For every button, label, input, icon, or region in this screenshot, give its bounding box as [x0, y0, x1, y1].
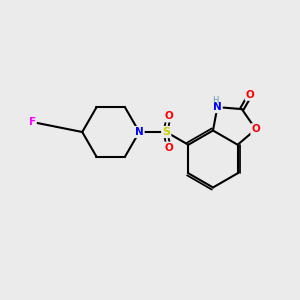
Text: O: O	[164, 111, 173, 122]
Text: N: N	[213, 102, 222, 112]
Text: H: H	[212, 96, 219, 105]
Text: O: O	[251, 124, 260, 134]
Text: N: N	[135, 127, 144, 137]
Text: O: O	[164, 142, 173, 153]
Text: F: F	[29, 117, 36, 127]
Text: S: S	[162, 127, 170, 137]
Text: O: O	[246, 90, 254, 100]
